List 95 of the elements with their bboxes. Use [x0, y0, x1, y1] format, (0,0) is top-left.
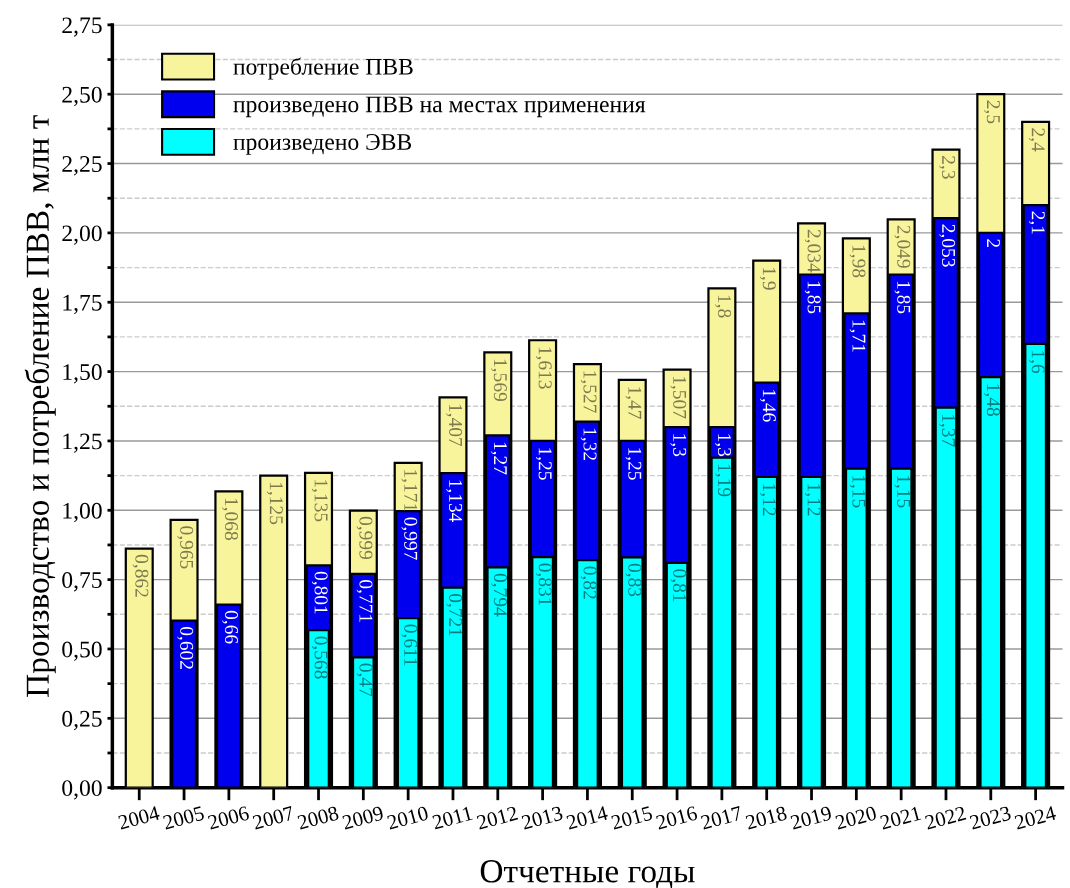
data-label: 2,3 — [939, 156, 956, 179]
y-tick-label: 1,00 — [63, 502, 102, 523]
data-label: 1,32 — [580, 428, 597, 461]
legend-label: произведено ЭВВ — [233, 134, 412, 155]
y-tick-label: 2,50 — [62, 86, 102, 107]
x-tick-label: 2020 — [834, 805, 878, 830]
data-label: 1,15 — [849, 475, 866, 508]
y-tick-label: 2,00 — [62, 225, 102, 245]
x-tick-label: 2008 — [296, 805, 340, 830]
data-label: 1,98 — [849, 245, 866, 278]
y-tick-label: 2,25 — [62, 156, 102, 176]
data-label: 1,37 — [939, 414, 956, 447]
data-label: 0,862 — [132, 554, 149, 597]
y-tick-label: 2,75 — [62, 17, 102, 37]
data-label: 1,12 — [759, 484, 776, 516]
y-tick-label: 1,25 — [63, 433, 102, 453]
data-label: 1,3 — [670, 434, 687, 457]
data-label: 1,8 — [715, 295, 732, 318]
data-label: 1,19 — [715, 464, 731, 497]
data-label: 1,134 — [446, 480, 463, 523]
data-label: 0,801 — [311, 571, 328, 614]
x-tick-label: 2022 — [924, 805, 967, 830]
data-label: 0,999 — [356, 516, 373, 560]
x-tick-label: 2010 — [386, 805, 429, 830]
x-tick-label: 2019 — [790, 805, 833, 830]
x-tick-label: 2011 — [431, 805, 473, 830]
x-tick-label: 2014 — [565, 805, 609, 830]
x-tick-label: 2024 — [1014, 805, 1057, 830]
y-tick-label: 1,50 — [63, 364, 102, 384]
data-label: 1,9 — [759, 267, 776, 290]
data-label: 2 — [987, 239, 1000, 248]
data-label: 1,171 — [401, 470, 418, 511]
x-tick-label: 2012 — [476, 805, 519, 830]
data-label: 0,81 — [670, 569, 687, 602]
data-label: 0,47 — [356, 663, 373, 697]
y-tick-label: 0,00 — [62, 780, 102, 800]
data-label: 2,1 — [1028, 211, 1045, 234]
data-label: 1,125 — [266, 482, 283, 525]
x-tick-label: 2009 — [341, 805, 384, 830]
data-label: 0,771 — [356, 580, 373, 622]
data-label: 1,407 — [446, 404, 463, 447]
x-tick-label: 2018 — [745, 805, 788, 830]
data-label: 1,25 — [535, 448, 552, 480]
x-axis-title: Отчетные годы — [480, 860, 695, 888]
data-label: 0,611 — [401, 624, 418, 666]
data-label: 2,034 — [804, 229, 821, 273]
y-axis-title: Производство и потребление ПВВ, млн т — [24, 115, 56, 697]
x-tick-label: 2005 — [162, 805, 205, 830]
data-label: 1,3 — [715, 434, 731, 457]
y-tick-label: 0,50 — [62, 641, 102, 661]
y-tick-label: 1,75 — [63, 294, 102, 315]
data-label: 1,6 — [1028, 351, 1045, 374]
data-label: 2,4 — [1028, 128, 1045, 152]
data-label: 1,71 — [849, 320, 866, 352]
x-tick-label: 2006 — [207, 805, 250, 830]
x-tick-label: 2004 — [117, 805, 161, 830]
data-label: 1,46 — [759, 389, 776, 422]
data-label: 0,66 — [222, 610, 239, 644]
data-label: 0,602 — [177, 626, 194, 669]
data-label: 1,135 — [311, 480, 328, 522]
data-label: 2,053 — [939, 224, 956, 267]
data-label: 1,15 — [894, 475, 911, 508]
legend-label: потребление ПВВ — [233, 57, 413, 80]
data-label: 1,25 — [625, 448, 642, 480]
data-label: 0,82 — [580, 566, 597, 599]
data-label: 0,831 — [535, 563, 552, 606]
y-tick-label: 0,75 — [62, 572, 102, 592]
x-tick-label: 2016 — [655, 805, 698, 830]
data-label: 1,527 — [580, 371, 597, 413]
data-label: 1,85 — [894, 281, 911, 314]
x-tick-label: 2015 — [610, 805, 653, 830]
data-label: 0,83 — [625, 563, 642, 597]
x-tick-label: 2023 — [969, 805, 1012, 830]
data-label: 1,613 — [535, 347, 552, 389]
data-label: 1,12 — [804, 484, 821, 516]
data-label: 0,721 — [446, 593, 463, 636]
legend-label: произведено ПВВ на местах применения — [233, 96, 646, 118]
x-tick-label: 2013 — [521, 805, 564, 830]
data-label: 2,5 — [984, 100, 1000, 124]
data-label: 0,965 — [177, 526, 194, 569]
data-label: 1,507 — [670, 376, 687, 419]
y-tick-label: 0,25 — [62, 710, 102, 731]
data-label: 2,049 — [894, 225, 911, 268]
x-tick-label: 2017 — [700, 805, 743, 830]
data-label: 1,27 — [491, 442, 507, 475]
x-tick-label: 2007 — [252, 805, 295, 830]
data-label: 1,47 — [625, 387, 642, 419]
data-label: 0,568 — [311, 636, 328, 679]
x-tick-label: 2021 — [879, 805, 922, 830]
data-label: 1,068 — [222, 498, 239, 540]
data-label: 1,48 — [984, 384, 1000, 416]
data-label: 1,85 — [804, 281, 821, 314]
data-label: 1,569 — [491, 359, 507, 401]
data-label: 0,794 — [491, 573, 507, 617]
data-label: 0,997 — [401, 517, 418, 560]
